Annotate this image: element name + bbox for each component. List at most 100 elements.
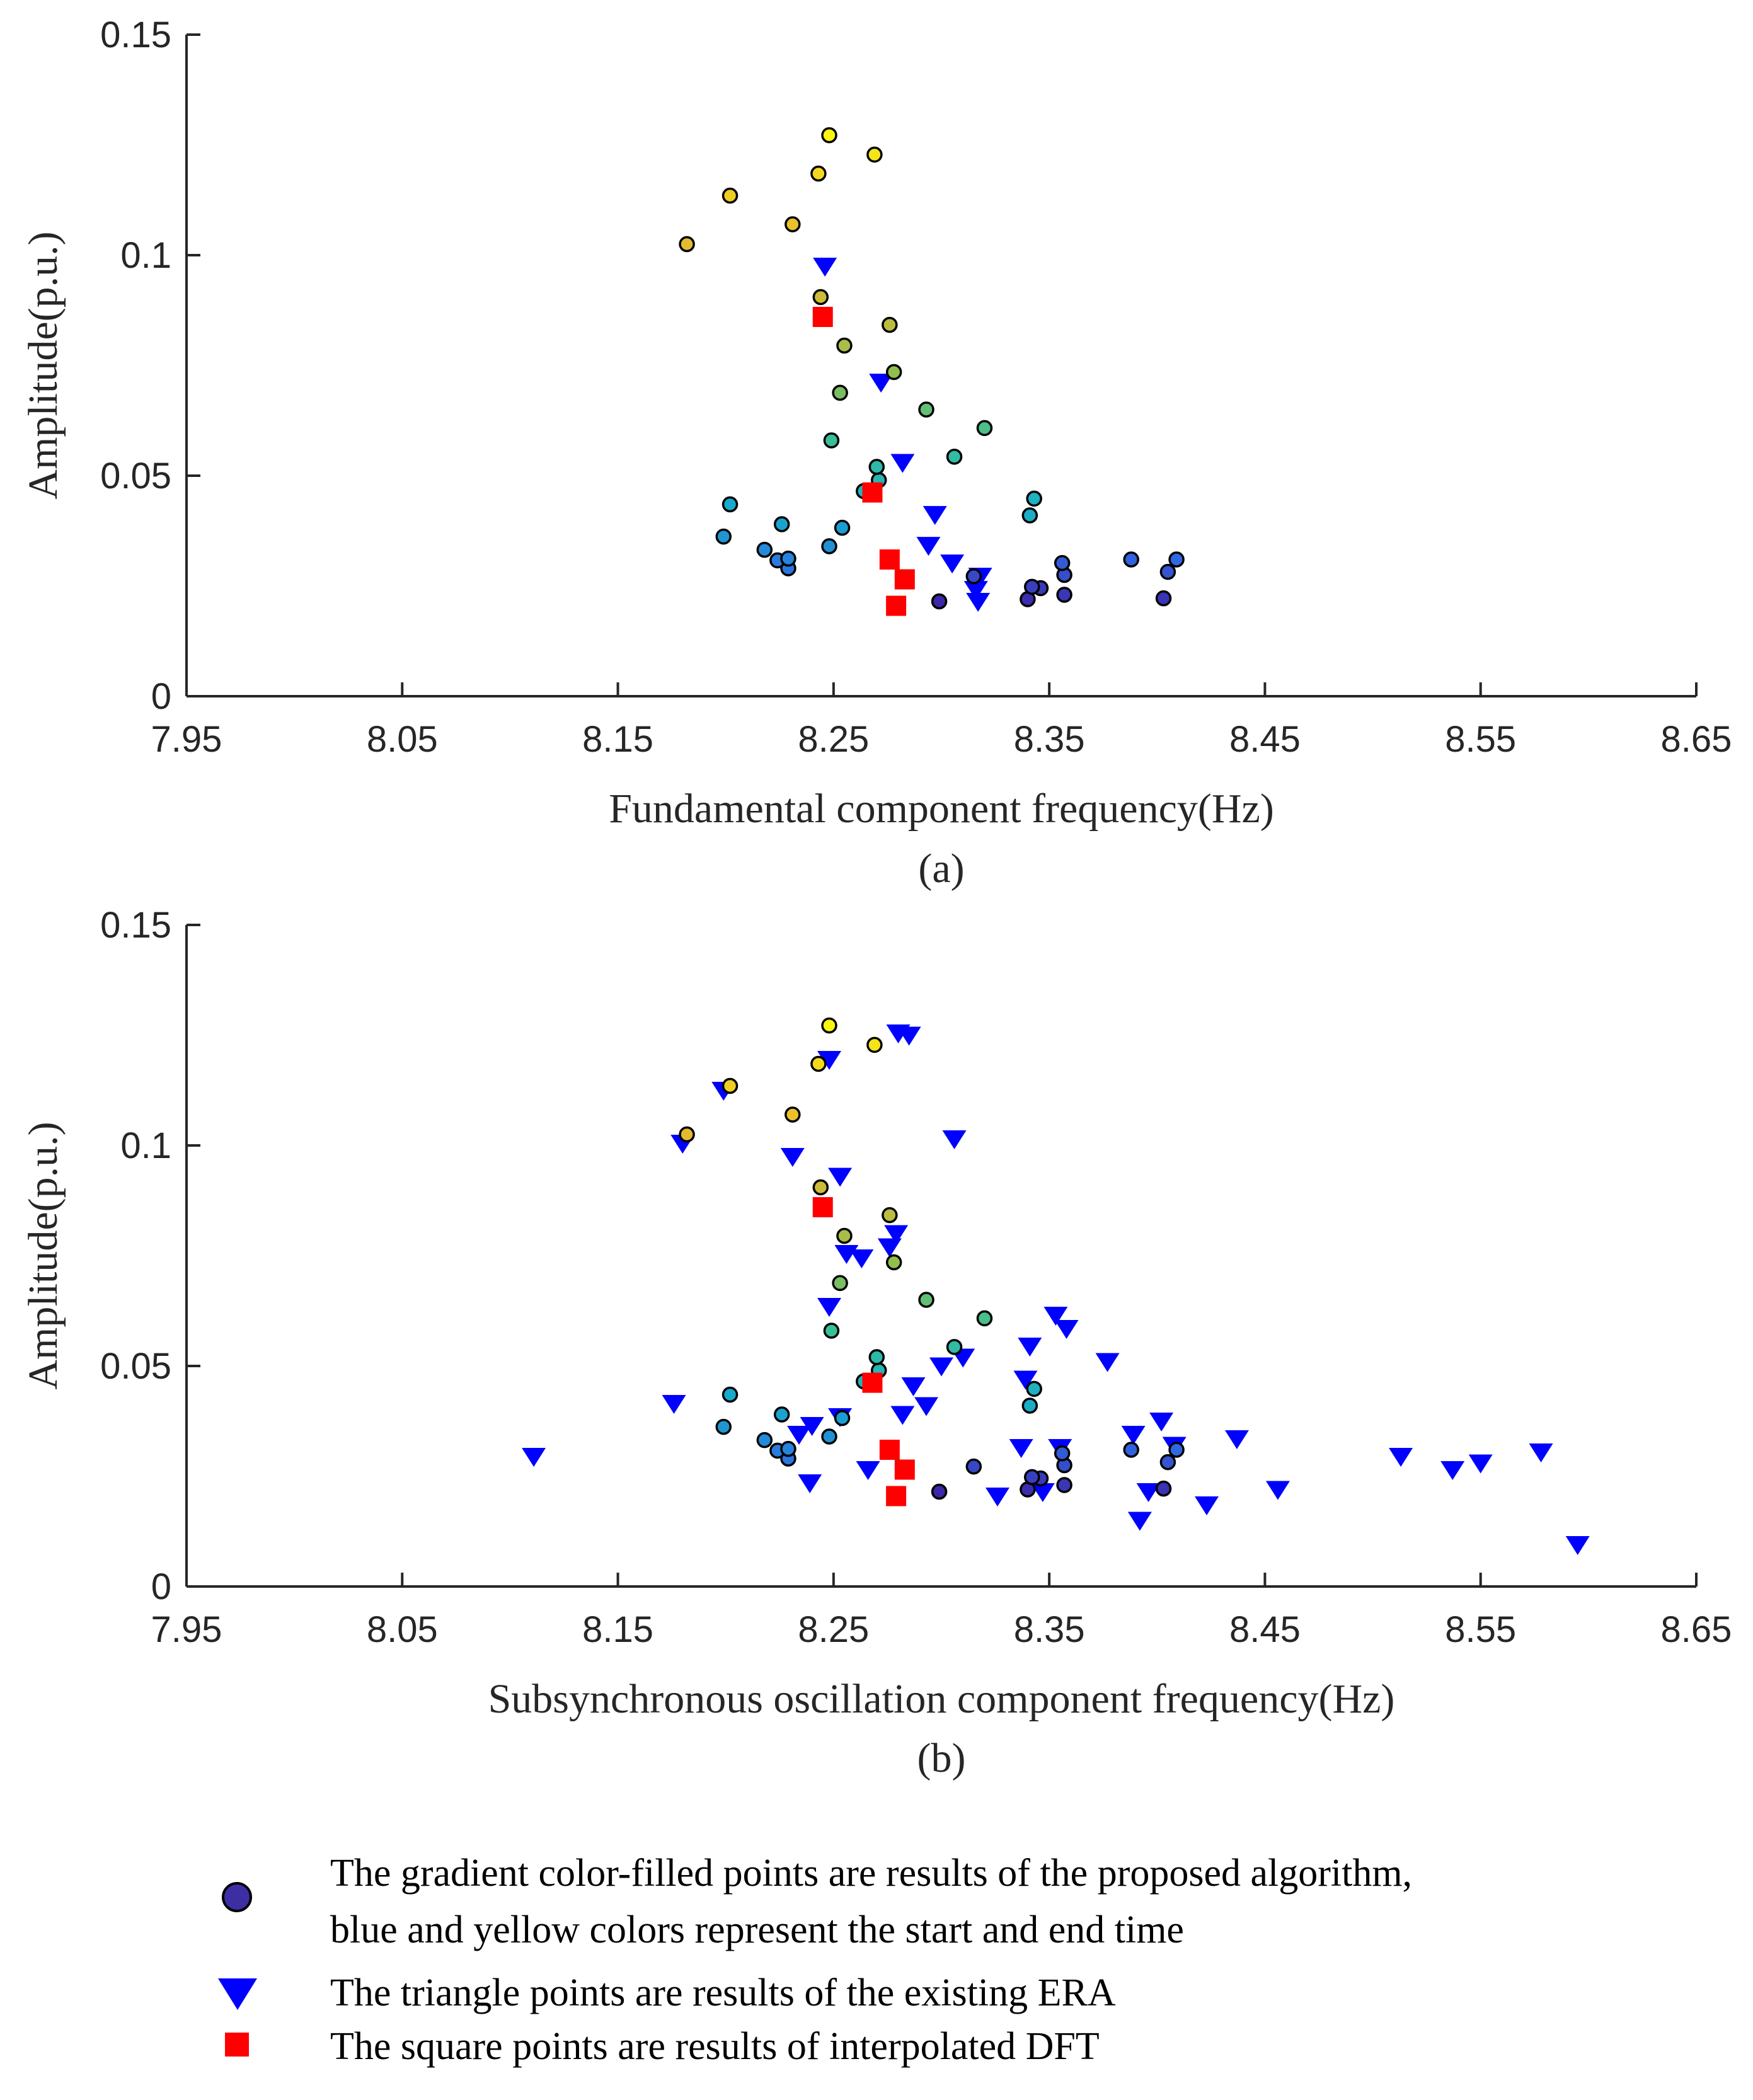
circle-point: [885, 1254, 902, 1271]
legend-circle-marker: [222, 1882, 252, 1912]
circle-point: [832, 384, 848, 401]
x-tick-label: 8.45: [1229, 719, 1301, 760]
circle-point: [965, 568, 982, 585]
circle-point: [721, 1386, 739, 1403]
x-tick-label: 8.35: [1014, 719, 1085, 760]
circle-point: [1054, 554, 1071, 571]
x-tick-label: 8.05: [367, 1609, 438, 1650]
x-tick-label: 8.25: [798, 1609, 869, 1650]
circle-point: [773, 516, 790, 532]
triangle-point: [1054, 1320, 1079, 1339]
circle-point: [1123, 1442, 1139, 1458]
legend-square-marker: [225, 2033, 249, 2057]
circle-point: [780, 550, 796, 567]
circle-point: [946, 1339, 963, 1355]
circle-point: [823, 1323, 840, 1339]
square-point: [862, 1372, 883, 1393]
x-tick-label: 7.95: [151, 1609, 222, 1650]
x-tick-label: 8.25: [798, 719, 869, 760]
square-point: [894, 569, 915, 590]
legend-triangle-marker: [218, 1978, 257, 2010]
circle-point: [715, 1418, 732, 1435]
y-ticks: 0 0.05 0.1 0.15: [100, 905, 200, 1607]
circle-point: [1021, 507, 1038, 524]
circle-point: [1026, 1380, 1042, 1397]
triangle-point: [1529, 1443, 1553, 1462]
triangle-point: [929, 1357, 953, 1377]
circle-point: [1159, 1454, 1176, 1471]
x-tick-label: 8.15: [582, 1609, 653, 1650]
circle-point: [918, 401, 934, 418]
triangle-point: [884, 1225, 909, 1244]
circle-point: [785, 216, 801, 232]
triangle-point: [1136, 1483, 1161, 1502]
legend: The gradient color-filled points are res…: [218, 1852, 1412, 2068]
circle-point: [1155, 590, 1172, 607]
triangle-point: [817, 1298, 842, 1317]
square-point: [879, 549, 900, 570]
circle-point: [821, 538, 837, 554]
x-tick-label: 8.65: [1661, 1609, 1732, 1650]
circle-point: [931, 593, 948, 610]
y-tick-label: 0.15: [100, 905, 171, 946]
x-tick-label: 8.55: [1445, 719, 1516, 760]
circle-point: [976, 420, 993, 437]
x-axis-label: Fundamental component frequency(Hz): [609, 786, 1274, 832]
circle-point: [1155, 1480, 1172, 1497]
circle-point: [810, 1055, 827, 1072]
triangle-point: [1043, 1307, 1068, 1326]
square-point: [886, 595, 907, 616]
triangle-point: [985, 1488, 1009, 1506]
circle-point: [756, 1432, 773, 1449]
circle-point: [836, 1227, 853, 1244]
circle-point: [1159, 563, 1176, 580]
chart-panel-a: 7.95 8.05 8.15 8.25 8.35 8.45 8.55 8.65 0 0.05 0.…: [20, 14, 1732, 892]
triangle-point: [1030, 1483, 1055, 1502]
triangle-point: [922, 506, 947, 525]
triangle-point: [942, 1130, 967, 1149]
circle-point: [868, 459, 885, 475]
x-tick-label: 7.95: [151, 719, 222, 760]
circle-point: [721, 496, 739, 513]
panel-caption: (a): [918, 846, 964, 892]
x-tick-label: 8.05: [367, 719, 438, 760]
x-ticks: 7.95 8.05 8.15 8.25 8.35 8.45 8.55 8.65: [151, 1573, 1732, 1650]
circle-point: [868, 1349, 885, 1365]
circle-point: [785, 1106, 801, 1123]
triangle-point: [817, 1051, 842, 1070]
x-tick-label: 8.15: [582, 719, 653, 760]
circle-point: [1021, 1397, 1038, 1414]
triangle-point: [1121, 1426, 1146, 1445]
circle-point: [834, 1409, 851, 1426]
circle-point: [812, 289, 829, 306]
legend-triangle-text: The triangle points are results of the e…: [330, 1971, 1116, 2014]
y-tick-label: 0.05: [100, 1346, 171, 1387]
y-tick-label: 0.1: [120, 235, 171, 276]
triangle-point: [813, 258, 837, 277]
circle-point: [882, 1207, 898, 1224]
triangle-point: [1389, 1448, 1413, 1467]
circle-point: [780, 1440, 796, 1457]
triangle-point: [901, 1377, 926, 1396]
circle-point: [821, 127, 837, 144]
triangle-point: [1149, 1413, 1174, 1432]
triangle-point: [877, 1238, 902, 1258]
circle-point: [834, 519, 851, 536]
legend-square-text: The square points are results of interpo…: [330, 2025, 1100, 2068]
circle-point: [976, 1310, 993, 1327]
chart-panel-b: 7.95 8.05 8.15 8.25 8.35 8.45 8.55 8.65 0 0.05 0.…: [20, 905, 1732, 1781]
triangle-point: [914, 1397, 939, 1416]
x-axis-label: Subsynchronous oscillation component fre…: [488, 1676, 1395, 1722]
circle-point: [721, 187, 739, 204]
triangle-point: [897, 1026, 921, 1046]
triangle-point: [800, 1417, 824, 1436]
legend-circle-text-line1: The gradient color-filled points are res…: [330, 1852, 1412, 1895]
x-tick-label: 8.55: [1445, 1609, 1516, 1650]
circle-point: [918, 1292, 934, 1308]
circle-point: [715, 528, 732, 545]
triangle-point: [798, 1474, 822, 1493]
triangle-point: [890, 454, 915, 473]
panel-caption: (b): [917, 1735, 966, 1781]
circle-point: [773, 1406, 790, 1423]
